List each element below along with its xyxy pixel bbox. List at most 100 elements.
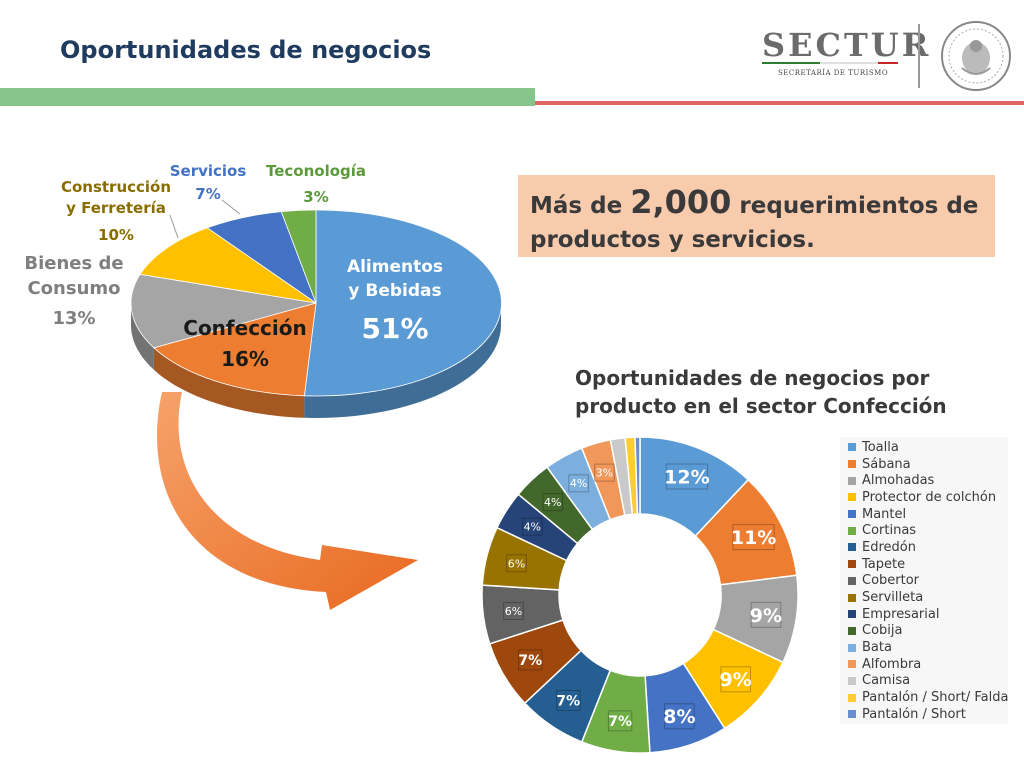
donut-label-box-7 xyxy=(518,649,543,671)
legend-item: Mantel xyxy=(848,506,1008,523)
pie-value-label-4: 7% xyxy=(195,185,220,203)
donut-label-box-11 xyxy=(542,493,564,512)
legend-item: Cobija xyxy=(848,623,1008,640)
donut-label-box-5 xyxy=(607,710,633,732)
donut-label-box-10 xyxy=(522,517,543,536)
donut-label-box-13 xyxy=(594,463,615,482)
pie-label-2-line-1: Consumo xyxy=(27,278,120,299)
highlight-callout: Más de 2,000 requerimientos de productos… xyxy=(518,175,995,257)
donut-value-label-8: 6% xyxy=(505,605,522,618)
legend-label: Alfombra xyxy=(862,656,922,672)
pie-label-4-line-0: Servicios xyxy=(170,162,247,180)
legend-swatch xyxy=(848,693,856,702)
legend-swatch xyxy=(848,643,856,652)
donut-label-box-9 xyxy=(506,554,527,573)
pie-label-5-line-0: Teconología xyxy=(266,162,366,180)
logo-stripe-white xyxy=(820,62,878,64)
legend-label: Empresarial xyxy=(862,606,940,622)
highlight-number: 2,000 xyxy=(630,183,732,221)
pie-label-3-line-1: y Ferretería xyxy=(66,199,166,217)
pie-slice-alimentos-y-bebidas xyxy=(303,209,502,397)
donut-value-label-10: 4% xyxy=(524,521,541,534)
donut-value-label-2: 9% xyxy=(750,605,782,627)
legend-item: Empresarial xyxy=(848,606,1008,623)
donut-value-label-11: 4% xyxy=(544,496,561,509)
legend-swatch xyxy=(848,476,856,485)
leader-line-servicios xyxy=(221,199,241,215)
donut-value-label-0: 12% xyxy=(664,466,709,488)
legend-label: Camisa xyxy=(862,673,911,689)
donut-label-box-4 xyxy=(664,703,695,730)
legend-item: Servilleta xyxy=(848,589,1008,606)
legend-label: Toalla xyxy=(862,439,899,455)
donut-label-box-1 xyxy=(732,524,775,551)
legend-item: Sábana xyxy=(848,456,1008,473)
donut-value-label-1: 11% xyxy=(731,527,776,549)
legend-swatch xyxy=(848,676,856,685)
legend-swatch xyxy=(848,526,856,535)
donut-chart-title: Oportunidades de negocios por producto e… xyxy=(575,366,947,418)
pie-value-label-5: 3% xyxy=(303,188,328,206)
pie-labels: Alimentos y Bebidas 51% Confección 16% Bienes… xyxy=(24,162,443,371)
legend-label: Servilleta xyxy=(862,590,924,606)
logo-separator xyxy=(918,24,920,88)
donut-label-box-0 xyxy=(665,463,709,490)
legend-swatch xyxy=(848,593,856,602)
legend-label: Edredón xyxy=(862,539,916,555)
legend-item: Pantalón / Short xyxy=(848,706,1008,723)
donut-value-label-9: 6% xyxy=(508,557,525,570)
legend-label: Tapete xyxy=(862,556,906,572)
donut-value-label-3: 9% xyxy=(719,669,751,691)
legend-item: Alfombra xyxy=(848,656,1008,673)
pie-slice-confecci-n xyxy=(153,302,317,397)
legend-label: Cobija xyxy=(862,623,903,639)
national-seal-icon xyxy=(941,21,1011,91)
pie-label-0-line-0: Alimentos xyxy=(347,257,443,277)
legend-item: Almohadas xyxy=(848,472,1008,489)
legend-swatch xyxy=(848,660,856,669)
highlight-suffix: requerimientos de productos y servicios. xyxy=(530,193,979,253)
header-bar-red xyxy=(535,101,1024,105)
pie-label-3-line-0: Construcción xyxy=(61,178,171,196)
pie-slice-teconolog-a xyxy=(280,209,317,304)
donut-legend: Toalla Sábana Almohadas Protector de colchó… xyxy=(840,437,1008,724)
legend-swatch xyxy=(848,443,856,452)
legend-label: Pantalón / Short/ Falda xyxy=(862,690,1009,706)
donut-chart xyxy=(481,436,799,754)
leader-line-construccion xyxy=(169,214,179,239)
donut-value-label-13: 3% xyxy=(596,467,613,480)
legend-label: Almohadas xyxy=(862,473,935,489)
pie-side-confecci-n xyxy=(153,347,305,418)
sectur-logo: SECTUR SECRETARÍA DE TURISMO xyxy=(740,18,1024,98)
page-title: Oportunidades de negocios xyxy=(60,36,432,64)
pie-value-label-1: 16% xyxy=(221,347,269,371)
legend-swatch xyxy=(848,510,856,519)
donut-label-box-8 xyxy=(503,602,524,620)
legend-item: Tapete xyxy=(848,556,1008,573)
legend-swatch xyxy=(848,560,856,569)
legend-item: Cortinas xyxy=(848,522,1008,539)
pie-slice-construcci-n-y-ferreter-a xyxy=(139,227,317,304)
legend-swatch xyxy=(848,710,856,719)
pie-label-0-line-1: y Bebidas xyxy=(348,281,441,301)
donut-slice-pantal-n-short xyxy=(634,436,641,515)
pie-value-label-3: 10% xyxy=(98,226,134,244)
pie-label-2-line-0: Bienes de xyxy=(24,253,123,274)
donut-label-box-12 xyxy=(568,474,589,493)
legend-label: Bata xyxy=(862,640,892,656)
legend-label: Sábana xyxy=(862,456,911,472)
logo-text: SECTUR xyxy=(762,26,932,64)
legend-item: Camisa xyxy=(848,673,1008,690)
header-bar-green xyxy=(0,88,535,106)
pie-value-label-0: 51% xyxy=(361,312,428,345)
logo-stripe-green xyxy=(762,62,820,64)
legend-swatch xyxy=(848,610,856,619)
donut-label-box-2 xyxy=(750,601,782,628)
legend-label: Mantel xyxy=(862,506,907,522)
donut-value-label-5: 7% xyxy=(608,714,632,730)
legend-item: Cobertor xyxy=(848,573,1008,590)
legend-item: Bata xyxy=(848,639,1008,656)
legend-item: Toalla xyxy=(848,439,1008,456)
pie-side-bienes-de-consumo xyxy=(131,303,154,370)
